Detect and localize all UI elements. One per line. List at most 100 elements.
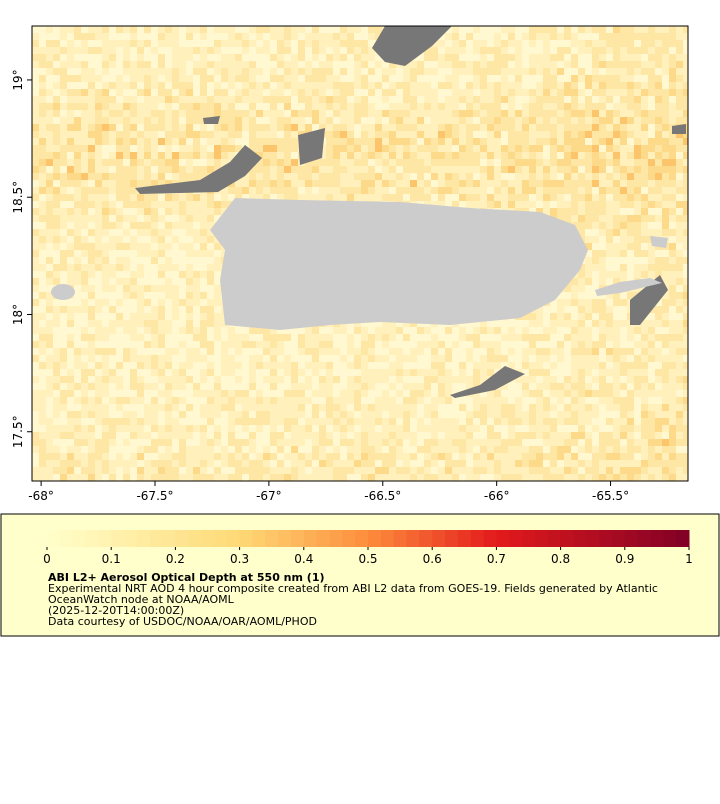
aod-cell <box>508 40 515 47</box>
aod-cell <box>550 110 557 117</box>
aod-cell <box>599 208 606 215</box>
aod-cell <box>74 313 81 320</box>
aod-cell <box>214 243 221 250</box>
aod-cell <box>277 194 284 201</box>
aod-cell <box>186 152 193 159</box>
aod-cell <box>74 264 81 271</box>
aod-cell <box>557 180 564 187</box>
aod-cell <box>452 33 459 40</box>
aod-cell <box>452 369 459 376</box>
aod-cell <box>347 180 354 187</box>
aod-cell <box>200 110 207 117</box>
aod-cell <box>144 68 151 75</box>
aod-cell <box>158 68 165 75</box>
aod-cell <box>641 68 648 75</box>
aod-cell <box>88 236 95 243</box>
aod-cell <box>627 54 634 61</box>
aod-cell <box>522 33 529 40</box>
aod-cell <box>585 54 592 61</box>
aod-cell <box>354 173 361 180</box>
aod-cell <box>298 166 305 173</box>
aod-cell <box>200 355 207 362</box>
aod-cell <box>543 383 550 390</box>
aod-cell <box>46 103 53 110</box>
aod-cell <box>88 75 95 82</box>
aod-cell <box>291 159 298 166</box>
aod-cell <box>158 47 165 54</box>
aod-cell <box>459 89 466 96</box>
aod-cell <box>333 40 340 47</box>
aod-cell <box>424 82 431 89</box>
aod-cell <box>172 54 179 61</box>
aod-cell <box>438 187 445 194</box>
aod-cell <box>102 159 109 166</box>
aod-cell <box>669 383 676 390</box>
aod-cell <box>655 152 662 159</box>
aod-cell <box>466 362 473 369</box>
aod-cell <box>165 243 172 250</box>
aod-cell <box>109 341 116 348</box>
aod-cell <box>508 61 515 68</box>
aod-cell <box>578 180 585 187</box>
aod-cell <box>158 285 165 292</box>
aod-cell <box>564 173 571 180</box>
aod-cell <box>466 159 473 166</box>
aod-cell <box>375 320 382 327</box>
aod-cell <box>487 110 494 117</box>
aod-cell <box>186 376 193 383</box>
aod-cell <box>592 327 599 334</box>
aod-cell <box>221 138 228 145</box>
aod-cell <box>200 320 207 327</box>
aod-cell <box>480 173 487 180</box>
aod-cell <box>116 208 123 215</box>
aod-cell <box>102 278 109 285</box>
aod-cell <box>291 173 298 180</box>
aod-cell <box>284 75 291 82</box>
aod-cell <box>102 117 109 124</box>
aod-cell <box>207 215 214 222</box>
aod-cell <box>417 54 424 61</box>
aod-cell <box>480 166 487 173</box>
aod-cell <box>361 131 368 138</box>
aod-cell <box>536 348 543 355</box>
aod-cell <box>662 229 669 236</box>
aod-cell <box>263 145 270 152</box>
aod-cell <box>368 117 375 124</box>
aod-cell <box>263 376 270 383</box>
aod-cell <box>382 131 389 138</box>
aod-cell <box>53 173 60 180</box>
aod-cell <box>207 145 214 152</box>
aod-cell <box>186 278 193 285</box>
aod-cell <box>613 313 620 320</box>
aod-cell <box>123 243 130 250</box>
aod-cell <box>494 96 501 103</box>
aod-cell <box>613 390 620 397</box>
aod-cell <box>403 355 410 362</box>
aod-cell <box>298 194 305 201</box>
aod-cell <box>648 138 655 145</box>
aod-cell <box>557 187 564 194</box>
aod-cell <box>389 187 396 194</box>
aod-cell <box>368 166 375 173</box>
aod-cell <box>403 320 410 327</box>
aod-cell <box>410 320 417 327</box>
aod-cell <box>46 264 53 271</box>
aod-cell <box>319 362 326 369</box>
aod-cell <box>648 75 655 82</box>
aod-cell <box>536 313 543 320</box>
aod-cell <box>466 369 473 376</box>
aod-cell <box>193 117 200 124</box>
aod-cell <box>305 327 312 334</box>
aod-cell <box>193 26 200 33</box>
aod-cell <box>648 103 655 110</box>
aod-cell <box>683 369 688 376</box>
aod-cell <box>109 383 116 390</box>
aod-cell <box>620 201 627 208</box>
aod-cell <box>375 89 382 96</box>
aod-cell <box>123 271 130 278</box>
aod-cell <box>186 362 193 369</box>
aod-cell <box>81 355 88 362</box>
aod-cell <box>466 348 473 355</box>
aod-cell <box>333 145 340 152</box>
aod-cell <box>95 40 102 47</box>
